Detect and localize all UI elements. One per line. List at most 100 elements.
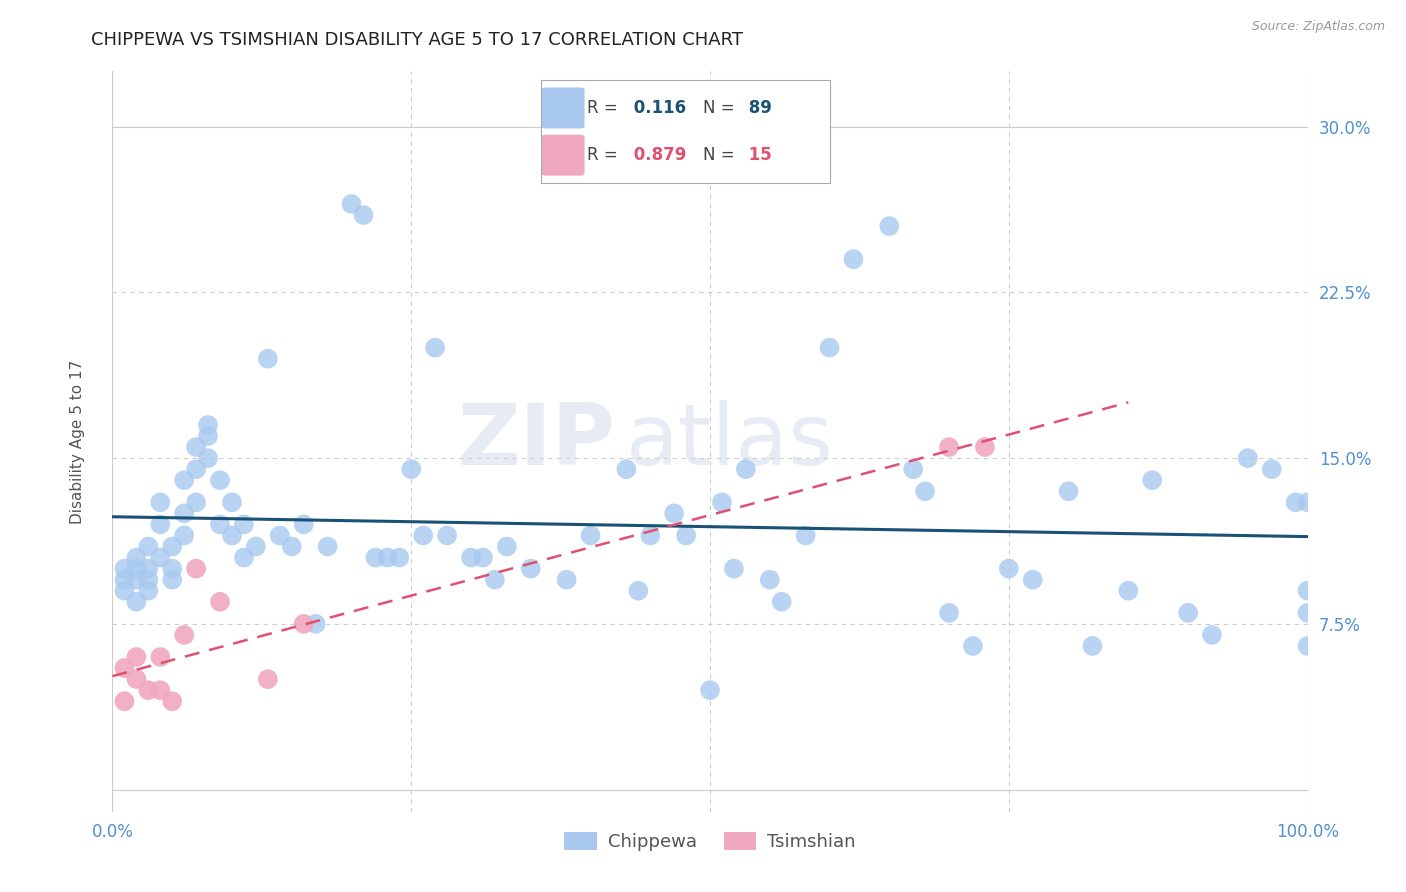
Point bbox=[114, 573, 135, 587]
Point bbox=[711, 495, 734, 509]
Point bbox=[149, 517, 172, 532]
Point bbox=[292, 616, 315, 631]
Point bbox=[114, 561, 135, 575]
Point bbox=[401, 462, 423, 476]
Point bbox=[316, 540, 339, 554]
Text: 0.116: 0.116 bbox=[627, 99, 686, 117]
Text: 15: 15 bbox=[742, 146, 772, 164]
Text: R =: R = bbox=[588, 99, 623, 117]
Point bbox=[162, 561, 183, 575]
Point bbox=[460, 550, 482, 565]
Point bbox=[173, 473, 195, 487]
Point bbox=[998, 561, 1021, 575]
Point bbox=[221, 495, 243, 509]
Point bbox=[1201, 628, 1223, 642]
Point bbox=[735, 462, 758, 476]
Point bbox=[962, 639, 984, 653]
Point bbox=[197, 451, 219, 466]
Point bbox=[281, 540, 304, 554]
Point bbox=[879, 219, 901, 233]
Legend: Chippewa, Tsimshian: Chippewa, Tsimshian bbox=[557, 825, 863, 858]
Point bbox=[1022, 573, 1045, 587]
Point bbox=[186, 440, 208, 454]
Point bbox=[627, 583, 650, 598]
Point bbox=[197, 417, 219, 432]
Point bbox=[138, 540, 160, 554]
Point bbox=[173, 528, 195, 542]
Text: R =: R = bbox=[588, 146, 623, 164]
Point bbox=[173, 507, 195, 521]
Point bbox=[114, 661, 135, 675]
Text: ZIP: ZIP bbox=[457, 400, 614, 483]
Point bbox=[1142, 473, 1164, 487]
Point bbox=[388, 550, 411, 565]
Point bbox=[938, 440, 960, 454]
Point bbox=[197, 429, 219, 443]
Point bbox=[292, 517, 315, 532]
Point bbox=[484, 573, 506, 587]
Point bbox=[675, 528, 697, 542]
FancyBboxPatch shape bbox=[541, 87, 585, 128]
Text: atlas: atlas bbox=[627, 400, 834, 483]
Point bbox=[914, 484, 936, 499]
Point bbox=[114, 694, 135, 708]
Point bbox=[1296, 495, 1319, 509]
Point bbox=[1118, 583, 1140, 598]
Point bbox=[1057, 484, 1080, 499]
Point bbox=[1237, 451, 1260, 466]
Point bbox=[377, 550, 399, 565]
Point bbox=[209, 517, 232, 532]
Point bbox=[903, 462, 925, 476]
Point bbox=[842, 252, 865, 267]
Point bbox=[125, 550, 148, 565]
Point bbox=[114, 583, 135, 598]
Point bbox=[149, 495, 172, 509]
Point bbox=[186, 561, 208, 575]
Text: Source: ZipAtlas.com: Source: ZipAtlas.com bbox=[1251, 20, 1385, 33]
Point bbox=[496, 540, 519, 554]
Point bbox=[1296, 639, 1319, 653]
Text: CHIPPEWA VS TSIMSHIAN DISABILITY AGE 5 TO 17 CORRELATION CHART: CHIPPEWA VS TSIMSHIAN DISABILITY AGE 5 T… bbox=[91, 31, 744, 49]
Point bbox=[125, 573, 148, 587]
Y-axis label: Disability Age 5 to 17: Disability Age 5 to 17 bbox=[70, 359, 84, 524]
Point bbox=[305, 616, 328, 631]
Point bbox=[125, 595, 148, 609]
Point bbox=[472, 550, 495, 565]
FancyBboxPatch shape bbox=[541, 135, 585, 176]
Point bbox=[699, 683, 721, 698]
Text: 89: 89 bbox=[742, 99, 772, 117]
Point bbox=[1296, 606, 1319, 620]
Point bbox=[138, 573, 160, 587]
Point bbox=[186, 462, 208, 476]
Point bbox=[149, 683, 172, 698]
Point bbox=[269, 528, 291, 542]
Point bbox=[579, 528, 602, 542]
Point bbox=[149, 550, 172, 565]
Point bbox=[352, 208, 374, 222]
Point bbox=[759, 573, 782, 587]
Point bbox=[186, 495, 208, 509]
Point bbox=[1081, 639, 1104, 653]
Point bbox=[1296, 583, 1319, 598]
Point bbox=[723, 561, 745, 575]
Point bbox=[436, 528, 458, 542]
Point bbox=[125, 650, 148, 665]
Point bbox=[162, 694, 183, 708]
Point bbox=[555, 573, 578, 587]
Point bbox=[770, 595, 793, 609]
Point bbox=[125, 672, 148, 686]
Point bbox=[138, 683, 160, 698]
Point bbox=[245, 540, 267, 554]
Point bbox=[1285, 495, 1308, 509]
Point bbox=[162, 540, 183, 554]
Point bbox=[149, 650, 172, 665]
Point bbox=[138, 583, 160, 598]
Text: 0.879: 0.879 bbox=[627, 146, 686, 164]
Point bbox=[1177, 606, 1199, 620]
Point bbox=[209, 473, 232, 487]
Point bbox=[257, 351, 280, 366]
Point bbox=[364, 550, 387, 565]
Point bbox=[664, 507, 686, 521]
Point bbox=[138, 561, 160, 575]
Point bbox=[125, 561, 148, 575]
